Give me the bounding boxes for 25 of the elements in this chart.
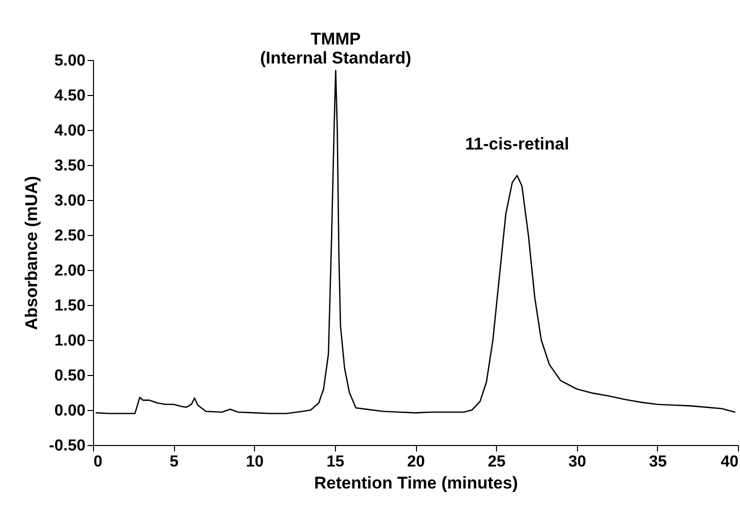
x-tick-label: 10 (246, 454, 264, 470)
x-tick-label: 25 (488, 454, 506, 470)
y-tick-label: 3.50 (54, 158, 86, 174)
y-tick-label: 1.00 (54, 332, 86, 350)
x-tick-label: 0 (94, 454, 102, 470)
y-tick-label: 1.50 (54, 298, 86, 314)
x-axis-title: Retention Time (minutes) (314, 474, 518, 492)
x-tick-label: 5 (170, 454, 179, 470)
annotation: TMMP (Internal Standard) (260, 30, 412, 68)
y-tick-label: 2.00 (54, 262, 86, 280)
y-tick-label: 0.50 (54, 368, 86, 384)
annotation: 11-cis-retinal (465, 134, 570, 154)
y-tick-label: 2.50 (54, 228, 86, 244)
y-tick-label: 4.00 (54, 122, 86, 140)
y-tick-label: 5.00 (54, 52, 86, 70)
y-axis-title: Absorbance (mUA) (22, 176, 42, 330)
x-tick-label: 15 (326, 454, 344, 470)
x-tick-label: 20 (407, 454, 425, 470)
y-tick-label: -0.50 (49, 438, 86, 454)
x-tick-label: 40 (720, 454, 739, 470)
y-tick-label: 4.50 (54, 88, 86, 104)
x-tick-label: 30 (568, 454, 586, 470)
y-tick-label: 0.00 (54, 402, 86, 420)
y-tick-label: 3.00 (54, 192, 86, 210)
x-tick-label: 35 (648, 454, 667, 470)
